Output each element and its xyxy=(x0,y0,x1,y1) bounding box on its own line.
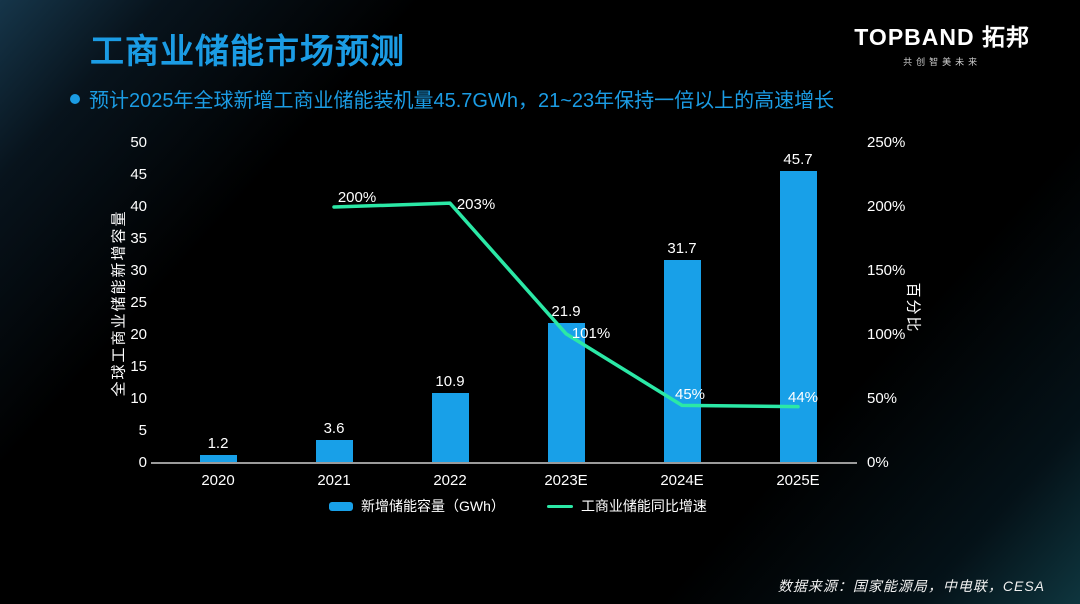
y-tick-right: 200% xyxy=(867,198,906,215)
data-source: 数据来源：国家能源局，中电联，CESA xyxy=(777,578,1045,594)
bar-value-label: 21.9 xyxy=(551,302,581,320)
legend-item-capacity: 新增储能容量（GWh） xyxy=(329,496,505,516)
legend-item-growth: 工商业储能同比增速 xyxy=(546,496,707,516)
y-tick-right: 100% xyxy=(867,326,906,343)
x-tick-label: 2025E xyxy=(776,472,820,489)
y-tick-left: 15 xyxy=(130,358,147,375)
bar-2023E xyxy=(547,322,585,463)
y-tick-left: 0 xyxy=(138,454,147,471)
bullet-text: 预计2025年全球新增工商业储能装机量45.7GWh，21~23年保持一倍以上的… xyxy=(89,90,835,112)
legend-line-swatch-icon xyxy=(546,504,573,508)
brand-name: TOPBAND 拓邦 xyxy=(854,24,1030,50)
line-value-label: 203% xyxy=(456,196,496,214)
y-tick-left: 35 xyxy=(130,230,147,247)
y-tick-left: 45 xyxy=(130,166,147,183)
y-tick-left: 50 xyxy=(130,134,147,151)
line-value-label: 45% xyxy=(674,386,706,404)
y-tick-left: 40 xyxy=(130,198,147,215)
legend-label-growth: 工商业储能同比增速 xyxy=(580,498,707,514)
bar-value-label: 45.7 xyxy=(783,150,813,168)
y-tick-right: 150% xyxy=(867,262,906,279)
y-tick-left: 30 xyxy=(130,262,147,279)
bar-2025E xyxy=(779,170,817,463)
x-axis-line xyxy=(151,462,857,464)
y-tick-right: 50% xyxy=(867,390,898,407)
y-tick-right: 0% xyxy=(867,454,889,471)
bar-value-label: 3.6 xyxy=(323,419,345,437)
y-tick-right: 250% xyxy=(867,134,906,151)
x-tick-label: 2020 xyxy=(201,472,235,489)
brand-tagline: 共创智美未来 xyxy=(903,57,982,67)
line-value-label: 44% xyxy=(787,388,819,406)
x-tick-label: 2022 xyxy=(433,472,467,489)
bar-2024E xyxy=(663,260,701,463)
page-title: 工商业储能市场预测 xyxy=(90,33,405,71)
y-tick-left: 10 xyxy=(130,390,147,407)
legend-label-capacity: 新增储能容量（GWh） xyxy=(361,498,505,514)
bar-2021 xyxy=(315,439,353,463)
x-tick-label: 2021 xyxy=(317,472,351,489)
line-value-label: 200% xyxy=(337,189,377,206)
line-value-label: 101% xyxy=(571,324,611,342)
bar-2020 xyxy=(199,455,237,463)
brand-logo: TOPBAND 拓邦 共创智美未来 xyxy=(854,18,1030,68)
bar-value-label: 1.2 xyxy=(207,435,229,453)
bar-2022 xyxy=(431,393,469,463)
x-tick-label: 2023E xyxy=(544,472,588,489)
bullet-point: 预计2025年全球新增工商业储能装机量45.7GWh，21~23年保持一倍以上的… xyxy=(70,84,834,113)
bar-value-label: 10.9 xyxy=(435,373,465,391)
y-tick-left: 25 xyxy=(130,294,147,311)
bar-value-label: 31.7 xyxy=(667,240,697,258)
legend-bar-swatch-icon xyxy=(329,501,354,511)
x-tick-label: 2024E xyxy=(660,472,704,489)
y-tick-left: 5 xyxy=(138,422,147,439)
y-tick-left: 20 xyxy=(130,326,147,343)
bullet-dot xyxy=(70,93,80,104)
legend: 新增储能容量（GWh） 工商业储能同比增速 xyxy=(0,495,1036,517)
